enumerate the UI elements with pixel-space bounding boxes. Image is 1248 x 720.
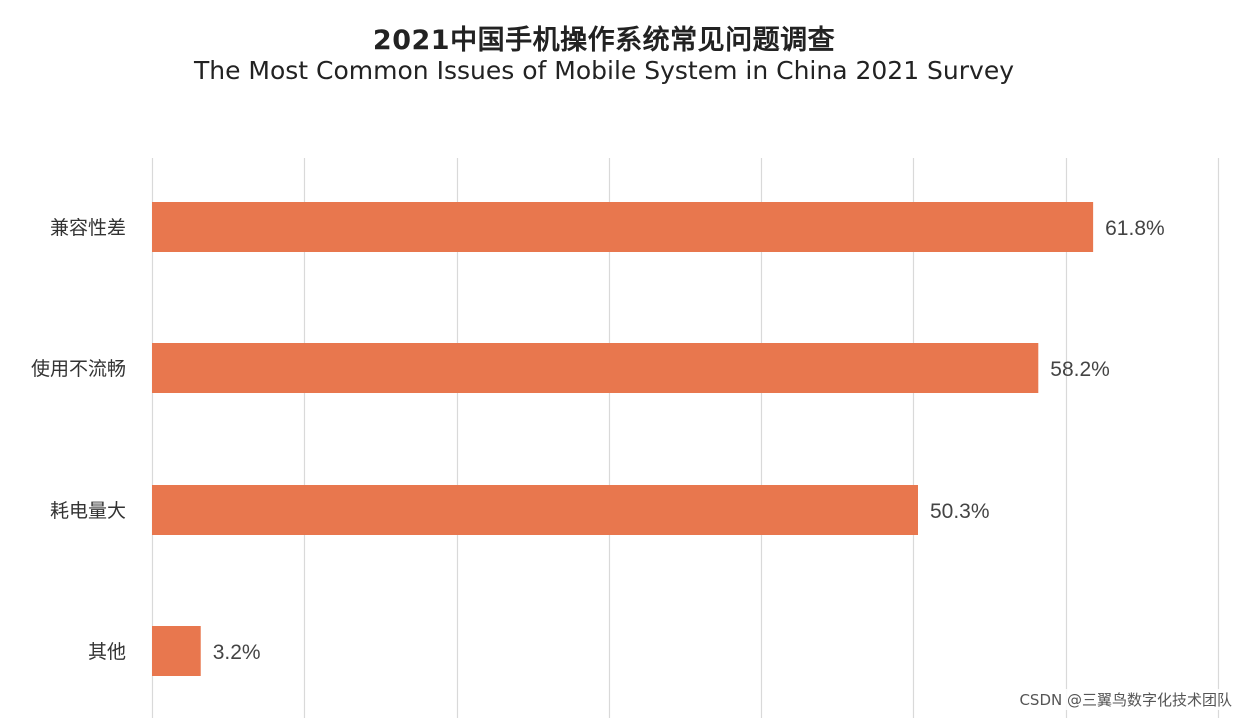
- bar: [152, 343, 1039, 393]
- data-label: 3.2%: [213, 641, 261, 664]
- category-label: 其他: [88, 641, 126, 663]
- data-label: 58.2%: [1050, 358, 1110, 381]
- chart-title: 2021中国手机操作系统常见问题调查: [372, 25, 836, 56]
- watermark: CSDN @三翼鸟数字化技术团队: [1017, 689, 1234, 710]
- category-label: 耗电量大: [50, 500, 126, 522]
- bar: [152, 626, 201, 676]
- bar: [152, 485, 918, 535]
- data-label: 50.3%: [930, 500, 990, 523]
- bar: [152, 202, 1094, 252]
- chart-subtitle: The Most Common Issues of Mobile System …: [193, 56, 1015, 85]
- data-label: 61.8%: [1105, 217, 1165, 240]
- category-label: 使用不流畅: [31, 358, 126, 380]
- category-label: 兼容性差: [50, 217, 126, 239]
- bars: [152, 202, 1094, 676]
- labels: 兼容性差 61.8% 使用不流畅 58.2% 耗电量大 50.3% 其他 3.2%: [31, 217, 1165, 664]
